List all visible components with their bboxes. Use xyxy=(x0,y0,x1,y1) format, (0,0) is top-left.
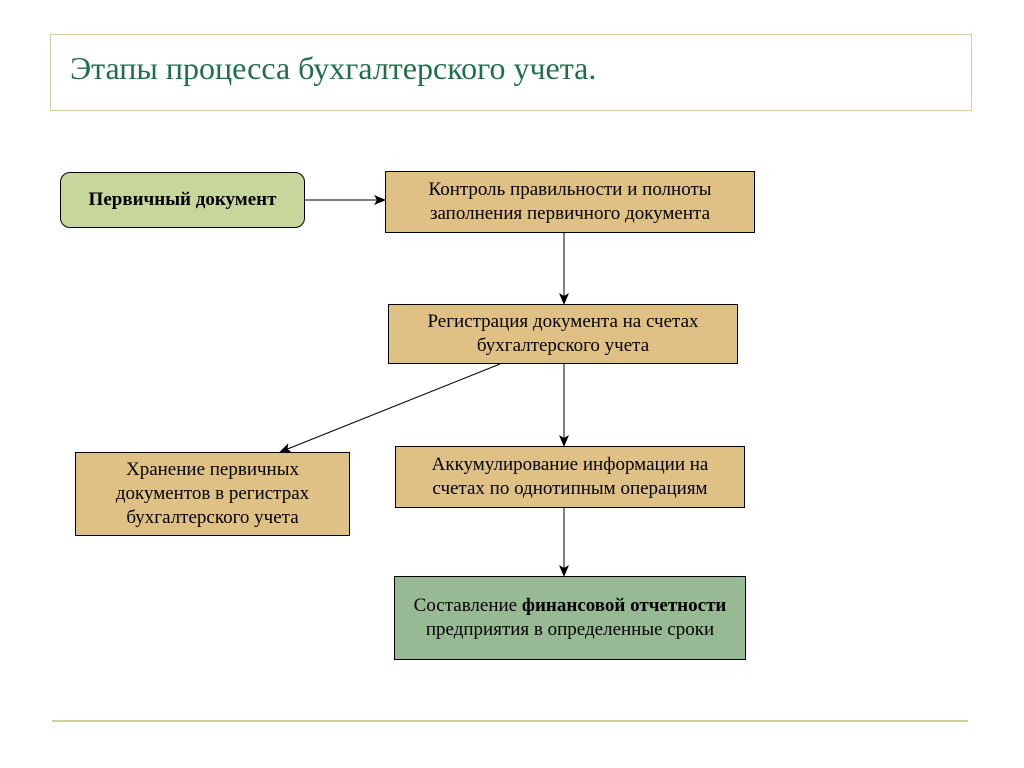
flow-node-accumulate: Аккумулирование информации на счетах по … xyxy=(395,446,745,508)
flow-node-report: Составление финансовой отчетности предпр… xyxy=(394,576,746,660)
bottom-rule xyxy=(52,720,968,722)
page-title: Этапы процесса бухгалтерского учета. xyxy=(70,50,596,87)
flow-node-storage: Хранение первичных документов в регистра… xyxy=(75,452,350,536)
edge-register-storage xyxy=(280,364,500,452)
flow-node-register: Регистрация документа на счетах бухгалте… xyxy=(388,304,738,364)
flow-node-primary: Первичный документ xyxy=(60,172,305,228)
flow-node-control: Контроль правильности и полноты заполнен… xyxy=(385,171,755,233)
